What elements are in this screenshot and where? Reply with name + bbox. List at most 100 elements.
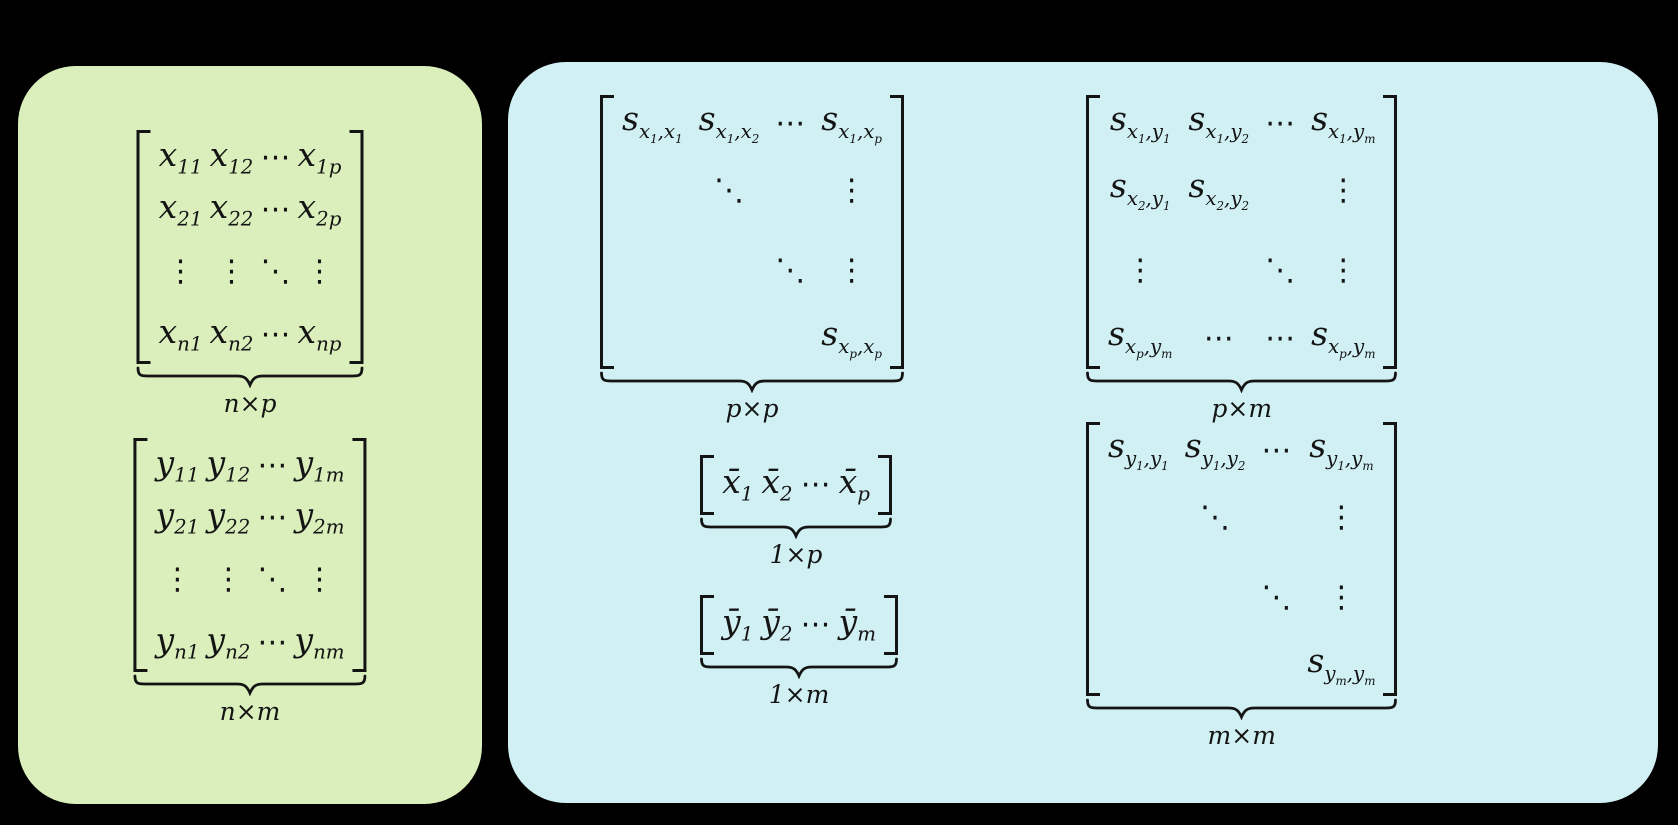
matrix-cell: yn1 bbox=[155, 620, 200, 664]
underbrace bbox=[1086, 371, 1398, 393]
matrix-cell: xn2 bbox=[209, 312, 254, 356]
matrix-cell: ynm bbox=[294, 620, 345, 664]
matrix-cell: ⋱ bbox=[260, 254, 291, 289]
matrix-cell: sx2,y2 bbox=[1188, 166, 1250, 213]
matrix-right-bracket bbox=[352, 438, 367, 672]
underbrace bbox=[133, 674, 367, 696]
matrix-right-bracket bbox=[1383, 95, 1398, 369]
matrix-cell: ⋯ bbox=[1265, 321, 1296, 356]
matrix-cell: y2m bbox=[294, 495, 345, 539]
matrix-cell: ⋯ bbox=[260, 317, 291, 352]
matrix-cell: sxp,xp bbox=[821, 314, 883, 361]
matrix-grid: sx1,x1 sx1,x2 ⋯ sx1,xp ⋱ ⋮ ⋱ ⋮ sxp,xp bbox=[614, 95, 890, 369]
matrix-cell: ⋯ bbox=[1265, 106, 1296, 141]
matrix-body: y11 y12 ⋯ y1m y21 y22 ⋯ y2m ⋮ ⋮ ⋱ ⋮ yn1 yn2 ⋯ ynm bbox=[133, 438, 367, 672]
x-covariance-matrix: sx1,x1 sx1,x2 ⋯ sx1,xp ⋱ ⋮ ⋱ ⋮ sxp,xp p×p bbox=[600, 95, 905, 423]
matrix-right-bracket bbox=[890, 95, 905, 369]
xy-cross-covariance-matrix: sx1,y1 sx1,y2 ⋯ sx1,ym sx2,y1 sx2,y2 ⋮ ⋮ ⋱ ⋮ sxp,y… bbox=[1086, 95, 1398, 423]
matrix-cell: ⋮ bbox=[165, 254, 196, 289]
matrix-cell: ⋯ bbox=[1261, 433, 1292, 468]
matrix-grid: y11 y12 ⋯ y1m y21 y22 ⋯ y2m ⋮ ⋮ ⋱ ⋮ yn1 yn2 ⋯ ynm bbox=[147, 438, 352, 672]
matrix-cell: y21 bbox=[155, 495, 200, 539]
matrix-body: sx1,y1 sx1,y2 ⋯ sx1,ym sx2,y1 sx2,y2 ⋮ ⋮ ⋱ ⋮ sxp,y… bbox=[1086, 95, 1398, 369]
matrix-left-bracket bbox=[133, 438, 148, 672]
matrix-cell: y1m bbox=[294, 443, 345, 487]
matrix-cell: x̄2 bbox=[761, 462, 793, 506]
matrix-body: x11 x12 ⋯ x1p x21 x22 ⋯ x2p ⋮ ⋮ ⋱ ⋮ xn1 xn2 ⋯ xnp bbox=[136, 130, 364, 364]
matrix-cell: sxp,ym bbox=[1108, 314, 1173, 361]
matrix-cell: ⋯ bbox=[257, 500, 288, 535]
matrix-cell: x12 bbox=[209, 135, 254, 179]
matrix-cell: xnp bbox=[297, 312, 342, 356]
matrix-body: ȳ1 ȳ2 ⋯ ȳm bbox=[700, 595, 898, 655]
matrix-cell: ⋮ bbox=[1328, 173, 1359, 208]
matrix-cell: ȳm bbox=[838, 602, 876, 646]
matrix-cell: ⋮ bbox=[1326, 580, 1357, 615]
matrix-cell: x21 bbox=[158, 187, 203, 231]
matrix-cell: sy1,y1 bbox=[1108, 426, 1169, 473]
matrix-cell: yn2 bbox=[206, 620, 251, 664]
matrix-cell: y11 bbox=[155, 443, 200, 487]
matrix-cell: sxp,ym bbox=[1311, 314, 1376, 361]
matrix-cell: x2p bbox=[297, 187, 342, 231]
matrix-left-bracket bbox=[1086, 422, 1100, 696]
matrix-cell: sy1,y2 bbox=[1184, 426, 1246, 473]
matrix-cell: ⋱ bbox=[1261, 580, 1292, 615]
dimension-label: 1×m bbox=[768, 680, 830, 709]
matrix-grid: ȳ1 ȳ2 ⋯ ȳm bbox=[714, 595, 884, 655]
matrix-cell: ⋯ bbox=[260, 140, 291, 175]
data-matrices-panel: x11 x12 ⋯ x1p x21 x22 ⋯ x2p ⋮ ⋮ ⋱ ⋮ xn1 xn2 ⋯ xnp n×p y… bbox=[18, 66, 482, 804]
underbrace bbox=[700, 517, 892, 539]
matrix-cell: sx1,y1 bbox=[1109, 99, 1171, 146]
matrix-cell: ⋮ bbox=[304, 254, 335, 289]
matrix-grid: sy1,y1 sy1,y2 ⋯ sy1,ym ⋱ ⋮ ⋱ ⋮ sym,ym bbox=[1100, 422, 1383, 696]
matrix-cell: ȳ2 bbox=[761, 602, 793, 646]
y-covariance-matrix: sy1,y1 sy1,y2 ⋯ sy1,ym ⋱ ⋮ ⋱ ⋮ sym,ym m×m bbox=[1086, 422, 1398, 748]
summary-statistics-panel: sx1,x1 sx1,x2 ⋯ sx1,xp ⋱ ⋮ ⋱ ⋮ sxp,xp p×p sx1,y1… bbox=[508, 62, 1658, 803]
dimension-label: 1×p bbox=[769, 540, 823, 569]
matrix-cell: ⋮ bbox=[304, 562, 335, 597]
matrix-cell: sy1,ym bbox=[1309, 426, 1374, 473]
matrix-left-bracket bbox=[136, 130, 151, 364]
matrix-cell: x1p bbox=[297, 135, 342, 179]
matrix-cell: ⋱ bbox=[775, 253, 806, 288]
matrix-cell: ⋮ bbox=[213, 562, 244, 597]
matrix-left-bracket bbox=[600, 95, 614, 369]
matrix-right-bracket bbox=[877, 455, 892, 515]
matrix-body: sx1,x1 sx1,x2 ⋯ sx1,xp ⋱ ⋮ ⋱ ⋮ sxp,xp bbox=[600, 95, 905, 369]
matrix-cell: sx2,y1 bbox=[1109, 166, 1171, 213]
matrix-cell: ⋮ bbox=[836, 253, 867, 288]
matrix-cell: ⋯ bbox=[260, 192, 291, 227]
matrix-cell: x11 bbox=[158, 135, 203, 179]
matrix-cell: ⋮ bbox=[162, 562, 193, 597]
matrix-cell: sx1,x2 bbox=[698, 99, 760, 146]
matrix-grid: x11 x12 ⋯ x1p x21 x22 ⋯ x2p ⋮ ⋮ ⋱ ⋮ xn1 xn2 ⋯ xnp bbox=[151, 130, 350, 364]
matrix-cell: ȳ1 bbox=[722, 602, 754, 646]
x-mean-vector: x̄1 x̄2 ⋯ x̄p 1×p bbox=[700, 455, 892, 567]
matrix-cell: ⋮ bbox=[1125, 253, 1156, 288]
matrix-left-bracket bbox=[1086, 95, 1100, 369]
matrix-cell: ⋮ bbox=[216, 254, 247, 289]
matrix-grid: x̄1 x̄2 ⋯ x̄p bbox=[714, 455, 878, 515]
dimension-label: p×p bbox=[725, 394, 779, 423]
dimension-label: n×p bbox=[223, 389, 277, 418]
dimension-label: p×m bbox=[1211, 394, 1273, 423]
matrix-cell: ⋱ bbox=[1265, 253, 1296, 288]
matrix-cell: sx1,y2 bbox=[1188, 99, 1250, 146]
underbrace bbox=[700, 657, 898, 679]
matrix-cell: ⋯ bbox=[1203, 321, 1234, 356]
matrix-cell: sx1,ym bbox=[1311, 99, 1376, 146]
matrix-cell: ⋮ bbox=[1326, 500, 1357, 535]
matrix-right-bracket bbox=[1383, 422, 1398, 696]
matrix-right-bracket bbox=[883, 595, 898, 655]
matrix-cell: x̄p bbox=[838, 462, 870, 506]
y-data-matrix: y11 y12 ⋯ y1m y21 y22 ⋯ y2m ⋮ ⋮ ⋱ ⋮ yn1 yn2 ⋯ ynm n×m bbox=[133, 438, 367, 726]
matrix-cell: ⋱ bbox=[713, 173, 744, 208]
matrix-cell: x22 bbox=[209, 187, 254, 231]
matrix-left-bracket bbox=[700, 455, 715, 515]
matrix-cell: y22 bbox=[206, 495, 251, 539]
dimension-label: n×m bbox=[219, 697, 281, 726]
underbrace bbox=[1086, 698, 1398, 720]
matrix-cell: ⋯ bbox=[800, 607, 831, 642]
